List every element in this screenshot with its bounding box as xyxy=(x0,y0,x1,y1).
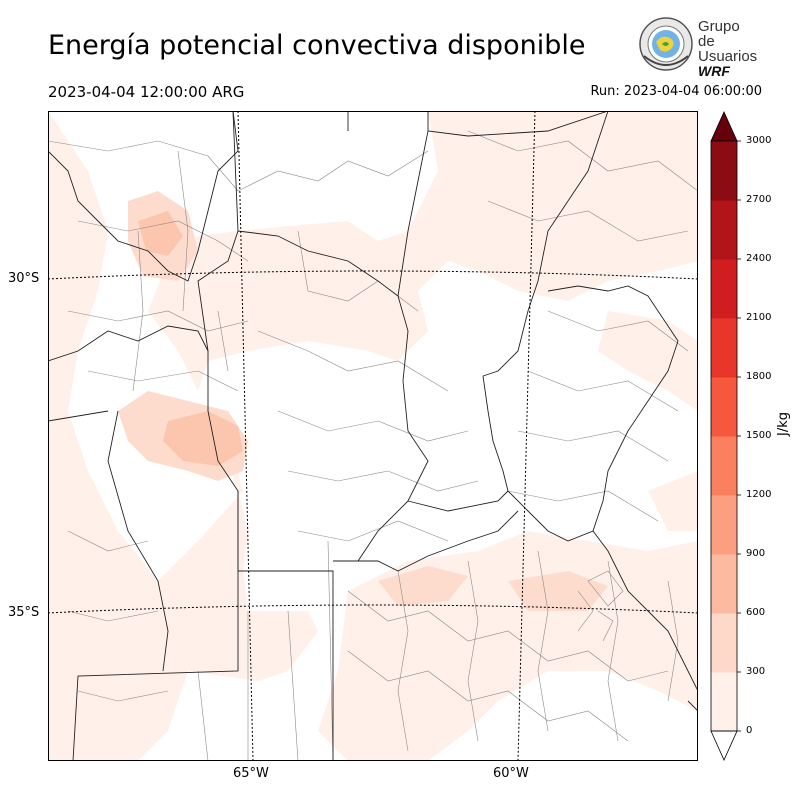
colorbar-segment xyxy=(711,495,737,555)
colorbar-tick-label: 1500 xyxy=(746,430,772,441)
colorbar-tick-label: 300 xyxy=(746,666,766,677)
colorbar-tick-label: 600 xyxy=(746,607,766,618)
run-time: Run: 2023-04-04 06:00:00 xyxy=(590,84,762,99)
colorbar-tick-label: 1800 xyxy=(746,371,772,382)
colorbar-tick-label: 2100 xyxy=(746,312,772,323)
valid-time: 2023-04-04 12:00:00 ARG xyxy=(48,83,245,101)
admin-boundaries xyxy=(48,130,698,761)
lon-label-65w: 65°W xyxy=(233,766,269,781)
colorbar-tick-label: 2700 xyxy=(746,194,772,205)
map-canvas xyxy=(48,111,698,761)
logo-line-2: Usuarios xyxy=(698,48,758,65)
colorbar-extend-top xyxy=(710,111,738,142)
colorbar-tick-label: 900 xyxy=(746,548,766,559)
logo-line-3: WRF xyxy=(698,63,730,79)
lat-label-35s: 35°S xyxy=(8,605,40,620)
province-boundaries xyxy=(48,111,698,761)
colorbar-tick-label: 1200 xyxy=(746,489,772,500)
colorbar-segment xyxy=(711,318,737,378)
colorbar-tick-label: 3000 xyxy=(746,135,772,146)
colorbar-segment xyxy=(711,377,737,437)
lat-label-30s: 30°S xyxy=(8,271,40,286)
colorbar-segment xyxy=(711,672,737,732)
colorbar-segment xyxy=(711,436,737,496)
colorbar-segment xyxy=(711,554,737,614)
logo-line-1: Grupo de xyxy=(698,18,740,50)
lon-label-60w: 60°W xyxy=(493,766,529,781)
colorbar-unit-label: J/kg xyxy=(776,412,791,436)
colorbar-segment xyxy=(711,259,737,319)
map-panel xyxy=(48,111,698,761)
page-title: Energía potencial convectiva disponible xyxy=(48,30,586,61)
colorbar-scale xyxy=(710,111,741,761)
colorbar-extend-bottom xyxy=(710,730,738,761)
logo: Grupo de Usuarios WRF xyxy=(638,16,758,79)
globe-icon xyxy=(639,17,693,71)
colorbar-tick-label: 2400 xyxy=(746,253,772,264)
colorbar-segment xyxy=(711,200,737,260)
colorbar-tick-label: 0 xyxy=(746,725,753,736)
colorbar-segment xyxy=(711,613,737,673)
colorbar: 0 300 600 900 1200 1500 1800 2100 2400 2700 3000 xyxy=(710,111,790,761)
graticule xyxy=(48,111,698,761)
colorbar-segment xyxy=(711,141,737,201)
